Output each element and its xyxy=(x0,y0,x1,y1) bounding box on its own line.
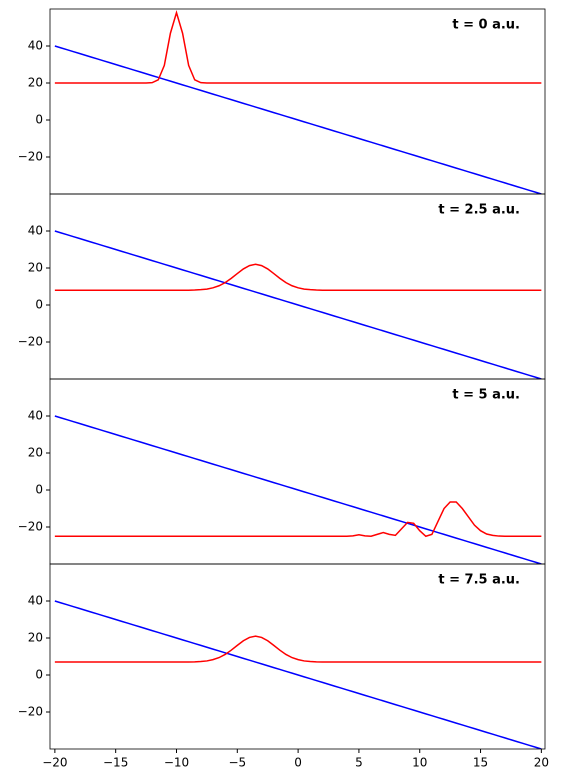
series-line xyxy=(54,635,542,663)
annotation: t = 0 a.u. xyxy=(452,18,520,33)
x-tick-label: 5 xyxy=(355,756,363,770)
y-tick-label: 20 xyxy=(28,631,43,645)
series-line xyxy=(54,600,542,749)
annotation: t = 2.5 a.u. xyxy=(438,203,520,218)
series-line xyxy=(54,415,542,564)
y-tick-label: 0 xyxy=(35,668,43,682)
y-tick-label: 20 xyxy=(28,261,43,275)
y-tick-label: 20 xyxy=(28,446,43,460)
y-tick-label: −20 xyxy=(18,520,43,534)
series-line xyxy=(54,230,542,379)
axes-frame xyxy=(49,193,546,380)
panel: −20 0 20 40 t = 2.5 a.u. xyxy=(18,193,546,380)
panel: −20 0 20 40 t = 5 a.u. xyxy=(18,378,546,565)
series-line xyxy=(54,263,542,291)
x-tick-label: −15 xyxy=(103,756,128,770)
x-tick-label: 15 xyxy=(473,756,488,770)
x-tick-label: 20 xyxy=(534,756,549,770)
y-tick-label: −20 xyxy=(18,705,43,719)
y-tick-label: 0 xyxy=(35,113,43,127)
annotation: t = 5 a.u. xyxy=(452,388,520,403)
y-tick-label: 40 xyxy=(28,39,43,53)
series-line xyxy=(54,45,542,194)
series-line xyxy=(54,501,542,538)
x-tick-label: −10 xyxy=(164,756,189,770)
x-tick-label: −20 xyxy=(42,756,67,770)
series-line xyxy=(54,10,542,84)
y-tick-label: 40 xyxy=(28,594,43,608)
y-tick-label: 40 xyxy=(28,409,43,423)
y-tick-label: 0 xyxy=(35,298,43,312)
y-tick-label: 0 xyxy=(35,483,43,497)
y-tick-label: −20 xyxy=(18,335,43,349)
y-tick-label: 20 xyxy=(28,76,43,90)
axes-frame xyxy=(49,563,546,750)
y-tick-label: 40 xyxy=(28,224,43,238)
axes-frame xyxy=(49,8,546,195)
y-tick-label: −20 xyxy=(18,150,43,164)
panel: −20 0 20 40 −20 −15 −10 −5 0 5 10 15 20 t = 7.5 a.u. xyxy=(18,563,549,770)
x-tick-label: 0 xyxy=(294,756,302,770)
x-tick-label: 10 xyxy=(412,756,427,770)
x-tick-label: −5 xyxy=(228,756,246,770)
annotation: t = 7.5 a.u. xyxy=(438,573,520,588)
panel: −20 0 20 40 t = 0 a.u. xyxy=(18,8,546,195)
